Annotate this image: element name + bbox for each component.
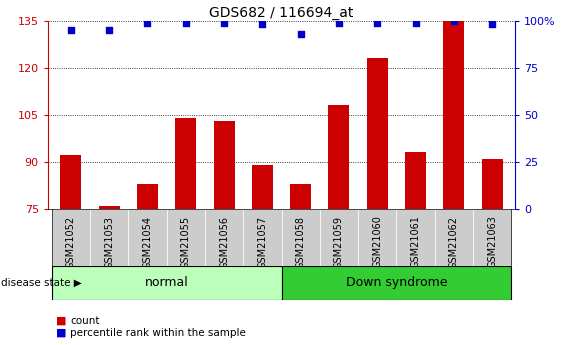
Bar xyxy=(90,209,128,266)
Text: GSM21059: GSM21059 xyxy=(334,216,344,268)
Text: count: count xyxy=(70,316,100,326)
Text: GSM21057: GSM21057 xyxy=(257,216,267,269)
Text: percentile rank within the sample: percentile rank within the sample xyxy=(70,328,246,338)
Point xyxy=(181,20,190,25)
Bar xyxy=(328,105,350,209)
Bar xyxy=(167,209,205,266)
Bar xyxy=(282,209,320,266)
Bar xyxy=(213,121,235,209)
Point xyxy=(373,20,382,25)
Text: GSM21063: GSM21063 xyxy=(487,216,497,268)
Bar xyxy=(282,266,511,300)
Text: GSM21060: GSM21060 xyxy=(372,216,382,268)
Text: disease state ▶: disease state ▶ xyxy=(1,278,81,288)
Bar xyxy=(367,58,388,209)
Bar xyxy=(128,209,167,266)
Text: GSM21061: GSM21061 xyxy=(410,216,421,268)
Text: GSM21054: GSM21054 xyxy=(142,216,153,268)
Point xyxy=(488,22,497,27)
Bar xyxy=(290,184,311,209)
Bar xyxy=(52,266,282,300)
Point xyxy=(105,27,114,33)
Point xyxy=(334,20,343,25)
Text: GSM21055: GSM21055 xyxy=(181,216,191,269)
Bar xyxy=(473,209,511,266)
Point xyxy=(220,20,229,25)
Bar xyxy=(99,206,120,209)
Text: GSM21056: GSM21056 xyxy=(219,216,229,268)
Text: GSM21052: GSM21052 xyxy=(66,216,76,269)
Bar xyxy=(137,184,158,209)
Point xyxy=(411,20,420,25)
Bar xyxy=(320,209,358,266)
Bar xyxy=(396,209,435,266)
Text: GSM21058: GSM21058 xyxy=(296,216,306,268)
Text: Down syndrome: Down syndrome xyxy=(346,276,447,289)
Point xyxy=(66,27,75,33)
Bar xyxy=(405,152,426,209)
Bar xyxy=(443,21,464,209)
Bar xyxy=(52,209,90,266)
Text: GSM21062: GSM21062 xyxy=(449,216,459,268)
Bar xyxy=(435,209,473,266)
Point xyxy=(449,18,458,23)
Bar xyxy=(60,156,82,209)
Point xyxy=(143,20,152,25)
Text: normal: normal xyxy=(145,276,189,289)
Bar xyxy=(481,159,503,209)
Point xyxy=(258,22,267,27)
Text: ■: ■ xyxy=(56,316,67,326)
Bar xyxy=(175,118,196,209)
Bar xyxy=(205,209,243,266)
Bar xyxy=(243,209,282,266)
Bar xyxy=(252,165,273,209)
Text: ■: ■ xyxy=(56,328,67,338)
Text: GSM21053: GSM21053 xyxy=(104,216,114,268)
Title: GDS682 / 116694_at: GDS682 / 116694_at xyxy=(209,6,354,20)
Bar xyxy=(358,209,396,266)
Point xyxy=(296,31,305,37)
